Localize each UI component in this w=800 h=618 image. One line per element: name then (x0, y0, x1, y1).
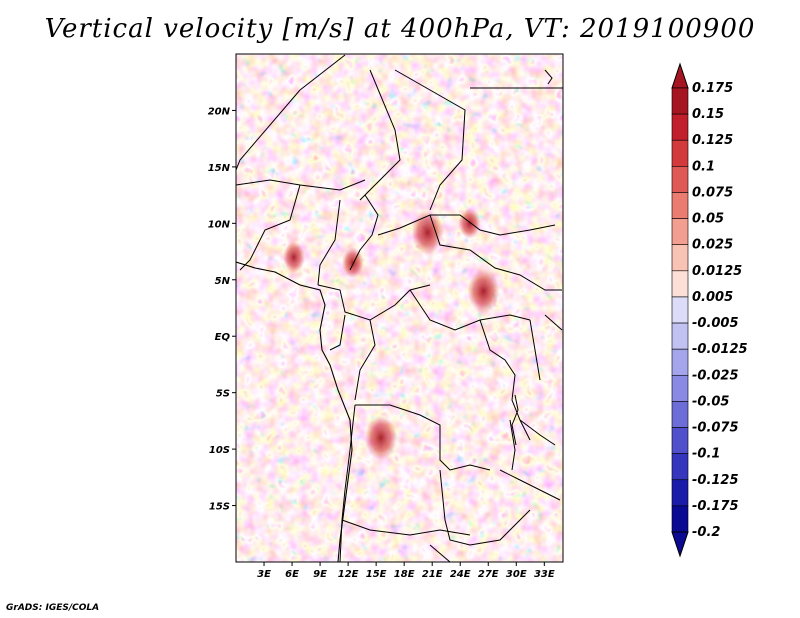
colorbar-label-9: -0.005 (692, 316, 739, 331)
hotspot-0 (411, 209, 444, 255)
colorbar-label-14: -0.1 (692, 447, 720, 462)
lon-label-9E: 9E (313, 569, 327, 580)
lon-label-27E: 27E (478, 569, 499, 580)
hotspot-5 (458, 207, 481, 239)
lon-label-21E: 21E (422, 569, 443, 580)
colorbar-label-4: 0.075 (692, 185, 733, 200)
lon-label-15E: 15E (366, 569, 387, 580)
colorbar-label-1: 0.15 (692, 107, 724, 122)
colorbar-label-16: -0.175 (692, 499, 739, 514)
lon-label-3E: 3E (257, 569, 271, 580)
lat-label-10S: 10S (209, 445, 230, 456)
colorbar-label-12: -0.05 (692, 394, 729, 409)
grads-credit: GrADS: IGES/COLA (6, 603, 100, 613)
colorbar-label-5: 0.05 (692, 212, 724, 227)
colorbar-segment-2 (671, 139, 689, 167)
lat-label-15S: 15S (209, 502, 230, 513)
colorbar-segment-1 (671, 113, 689, 141)
colorbar-segment-13 (671, 427, 689, 454)
hotspot-1 (467, 268, 500, 314)
latitude-axis: 20N 15N 10N 5N EQ 5S 10S 15S (208, 106, 236, 513)
hotspot-4 (341, 247, 364, 279)
country-borders (236, 54, 563, 562)
lon-label-6E: 6E (285, 569, 299, 580)
colorbar-segment-10 (671, 348, 689, 376)
lon-label-12E: 12E (338, 569, 359, 580)
colorbar-segment-11 (671, 374, 689, 402)
colorbar-label-3: 0.1 (692, 159, 715, 174)
colorbar-segment-9 (671, 322, 689, 350)
colorbar-segment-15 (671, 479, 689, 507)
lat-label-20N: 20N (208, 106, 231, 117)
hotspot-3 (282, 241, 305, 273)
map-frame (235, 53, 564, 563)
colorbar-top-arrow (671, 62, 689, 89)
coastline (236, 261, 353, 562)
lon-label-24E: 24E (450, 569, 471, 580)
colorbar-label-13: -0.075 (692, 421, 739, 436)
colorbar-segment-5 (671, 218, 689, 246)
colorbar-label-0: 0.175 (692, 81, 733, 96)
colorbar-segment-14 (671, 453, 689, 481)
lon-label-30E: 30E (506, 569, 527, 580)
colorbar-segment-3 (671, 166, 689, 193)
colorbar-segment-12 (671, 401, 689, 428)
longitude-axis: 3E 6E 9E 12E 15E 18E 21E 24E 27E 30E 33E (257, 562, 555, 580)
lon-label-33E: 33E (534, 569, 555, 580)
lat-label-15N: 15N (208, 163, 231, 174)
colorbar-bottom-arrow (671, 531, 689, 558)
colorbar-label-11: -0.025 (692, 368, 739, 383)
colorbar-segment-8 (671, 296, 689, 324)
lon-label-18E: 18E (394, 569, 415, 580)
lat-label-5S: 5S (216, 389, 230, 400)
colorbar-segment-4 (671, 192, 689, 219)
colorbar-segment-0 (671, 87, 689, 115)
colorbar-label-2: 0.125 (692, 133, 733, 148)
colorbar: 0.175 0.15 0.125 0.1 0.075 0.05 0.025 0.0125 0.0… (671, 62, 748, 558)
colorbar-label-8: 0.005 (692, 290, 733, 305)
colorbar-label-17: -0.2 (692, 525, 720, 540)
colorbar-segment-6 (671, 244, 689, 272)
hotspot-2 (364, 415, 397, 461)
velocity-field (236, 54, 563, 562)
colorbar-label-6: 0.025 (692, 238, 733, 253)
lat-label-5N: 5N (215, 276, 231, 287)
colorbar-segment-7 (671, 270, 689, 298)
colorbar-label-15: -0.125 (692, 473, 739, 488)
colorbar-segment-16 (671, 505, 689, 533)
lat-label-10N: 10N (208, 219, 231, 230)
chart-title: Vertical velocity [m/s] at 400hPa, VT: 2… (44, 14, 756, 44)
colorbar-label-10: -0.0125 (692, 342, 748, 357)
colorbar-label-7: 0.0125 (692, 264, 742, 279)
lat-label-EQ: EQ (215, 332, 231, 343)
